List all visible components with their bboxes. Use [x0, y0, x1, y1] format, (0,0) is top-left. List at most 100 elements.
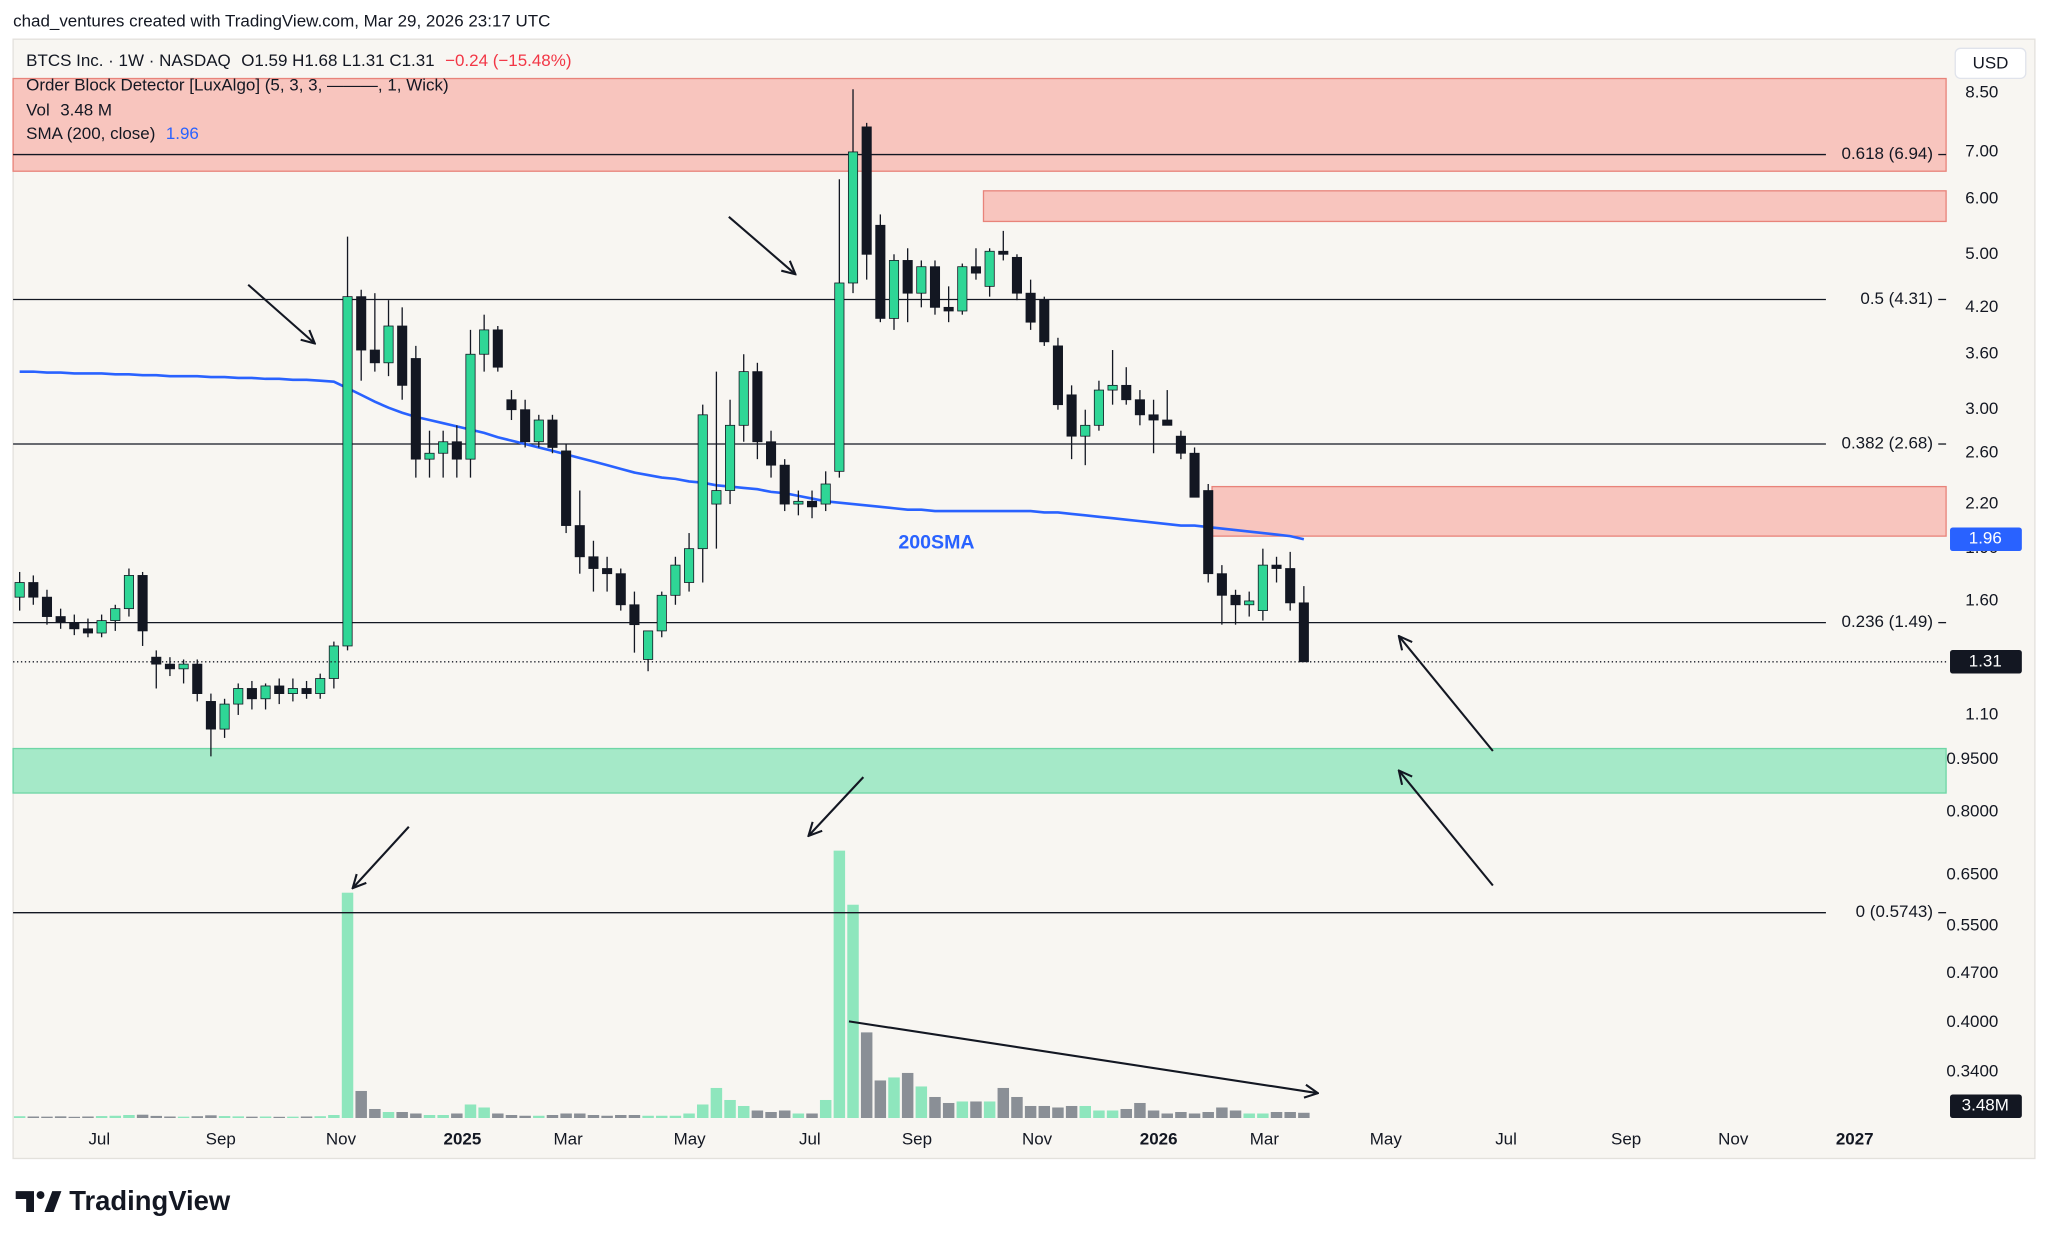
volume-bar: [901, 1072, 914, 1119]
volume-bar: [355, 1090, 367, 1119]
x-tick-label: 2025: [444, 1130, 482, 1149]
volume-bar: [1093, 1110, 1105, 1119]
candle-body: [793, 500, 804, 505]
arrow: [728, 216, 796, 274]
logo-mark: [15, 1191, 34, 1213]
candle-body: [451, 441, 462, 460]
candle-body: [492, 329, 503, 368]
volume-bar: [1257, 1113, 1269, 1119]
volume-bar: [1188, 1113, 1201, 1119]
volume-bar: [929, 1096, 941, 1119]
fib-label: 0.236 (1.49): [1842, 612, 1934, 631]
volume-bar: [546, 1115, 559, 1119]
candle-body: [711, 490, 722, 505]
candle-body: [602, 568, 613, 575]
candle-body: [1257, 564, 1268, 612]
candle-body: [151, 656, 162, 665]
fib-label: 0.618 (6.94): [1842, 144, 1934, 163]
volume-bar: [232, 1116, 244, 1119]
candle-body: [684, 548, 695, 583]
candle-body: [506, 399, 517, 411]
candle-body: [697, 414, 708, 550]
x-tick-label: Sep: [1611, 1130, 1641, 1149]
sma-annotation: 200SMA: [898, 532, 974, 554]
legend-sma-name: SMA (200, close): [26, 124, 155, 143]
candle-body: [670, 564, 681, 596]
candle-body: [1189, 452, 1200, 498]
volume-bar: [1079, 1105, 1092, 1119]
volume-bar: [451, 1113, 463, 1119]
order-block: [12, 77, 1947, 172]
volume-bar: [1106, 1110, 1119, 1119]
arrow: [808, 776, 865, 836]
volume-bar: [997, 1087, 1010, 1119]
volume-bar: [724, 1099, 736, 1119]
volume-bar: [505, 1115, 518, 1119]
volume-bar: [177, 1116, 190, 1119]
volume-bar: [1229, 1110, 1242, 1119]
currency-button[interactable]: [1954, 47, 2027, 80]
candle-body: [1011, 256, 1022, 294]
candle-body: [929, 266, 941, 308]
candle-body: [957, 266, 968, 312]
volume-bar: [956, 1101, 969, 1119]
candle-body: [970, 266, 982, 274]
candle-body: [1052, 345, 1063, 406]
y-tick-label: 4.20: [1965, 297, 1998, 316]
candle-body: [916, 266, 927, 294]
logo-mark: [36, 1191, 45, 1199]
volume-bar: [642, 1115, 654, 1119]
volume-bar: [860, 1032, 873, 1119]
candle-body: [1025, 292, 1036, 323]
candle-body: [888, 260, 900, 319]
volume-bar: [123, 1115, 135, 1119]
candle-body: [1162, 419, 1173, 426]
y-tick-label: 0.8000: [1946, 801, 1998, 820]
candle-body: [342, 296, 353, 647]
x-tick-label: May: [1370, 1130, 1403, 1149]
candle-body: [69, 622, 80, 630]
candle-body: [1121, 384, 1132, 401]
volume-bar: [54, 1116, 67, 1119]
volume-bar: [615, 1115, 627, 1119]
volume-bar: [833, 850, 846, 1119]
candle-body: [397, 325, 408, 386]
candle-body: [424, 452, 435, 460]
y-tick-label: 0.3400: [1946, 1062, 1998, 1081]
volume-bar: [628, 1115, 641, 1119]
volume-bar: [1175, 1111, 1187, 1119]
logo-mark: [44, 1191, 62, 1213]
volume-bar: [888, 1077, 900, 1119]
volume-bar: [314, 1116, 326, 1119]
y-tick-label: 3.00: [1965, 399, 1998, 418]
candle-body: [192, 663, 203, 694]
volume-bar: [492, 1113, 504, 1119]
candle-body: [738, 371, 749, 426]
volume-bar: [218, 1116, 231, 1119]
candle-body: [547, 419, 558, 448]
candle-body: [1244, 600, 1255, 606]
candle-body: [1107, 384, 1118, 391]
candle-body: [301, 688, 312, 694]
legend-indicator: Order Block Detector [LuxAlgo] (5, 3, 3,…: [26, 76, 448, 95]
y-tick-label: 0.5500: [1946, 915, 1998, 934]
plot-layer: 0.618 (6.94) 0.5 (4.31) 0.382 (2.68) 0.236 …: [12, 77, 1947, 1119]
x-tick-label: Nov: [1022, 1130, 1053, 1149]
candle-body: [465, 353, 476, 460]
candle-body: [561, 450, 572, 526]
x-tick-label: 2027: [1836, 1130, 1874, 1149]
arrow: [247, 283, 315, 344]
candle-body: [1080, 424, 1091, 437]
y-tick-label: 8.50: [1965, 82, 1998, 101]
volume-bar: [478, 1107, 490, 1119]
currency-label[interactable]: USD: [1973, 53, 2009, 72]
candle-body: [875, 224, 886, 319]
candle-body: [274, 685, 285, 694]
fib-label: 0 (0.5743): [1856, 902, 1933, 921]
candle-body: [178, 663, 189, 670]
sma-badge: 1.96: [1969, 529, 2002, 548]
y-tick-label: 0.6500: [1946, 864, 1998, 883]
candle-body: [1039, 299, 1050, 343]
candle-body: [643, 630, 654, 660]
volume-bar: [1011, 1096, 1023, 1119]
